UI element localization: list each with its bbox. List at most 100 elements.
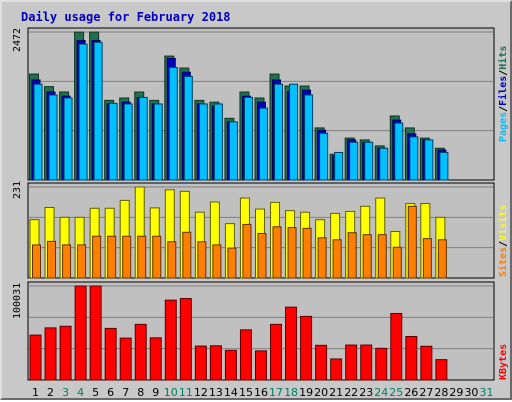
- bar-kbytes: [89, 285, 102, 381]
- x-tick-labels: 1 2 3 4 5 6 7 8 9 10 11 12 13 14 15 16 17 18 19 20 21 22 23 24 2…: [32, 386, 493, 399]
- bar-kbytes: [254, 350, 267, 381]
- series-label-sites: Sites: [497, 247, 509, 277]
- x-tick-label: 28: [434, 386, 448, 399]
- bar-pages: [78, 43, 88, 181]
- bar-sites: [212, 244, 222, 279]
- x-tick-label: 24: [374, 386, 388, 399]
- bar-kbytes: [405, 335, 418, 381]
- bar-kbytes: [59, 325, 72, 381]
- x-tick-label: 18: [284, 386, 298, 399]
- bar-kbytes: [360, 344, 373, 381]
- bar-kbytes: [420, 345, 433, 381]
- x-tick-label: 30: [464, 386, 478, 399]
- bar-kbytes: [270, 323, 283, 381]
- bar-sites: [392, 246, 402, 279]
- x-tick-label: 15: [239, 386, 253, 399]
- x-tick-label: 5: [92, 386, 99, 399]
- series-label-pages: Pages: [498, 112, 509, 142]
- bar-sites: [317, 237, 327, 279]
- bar-sites: [107, 235, 117, 279]
- bar-kbytes: [315, 344, 328, 381]
- bar-pages: [424, 139, 434, 181]
- bar-sites: [122, 235, 132, 279]
- bar-sites: [422, 238, 432, 279]
- axis-labels: 2472 231 100031: [12, 28, 23, 319]
- x-tick-label: 12: [194, 386, 208, 399]
- bar-pages: [123, 103, 133, 181]
- bar-sites: [242, 223, 252, 279]
- bar-pages: [334, 151, 344, 181]
- bar-kbytes: [74, 285, 87, 381]
- bar-kbytes: [134, 323, 147, 381]
- bar-pages: [289, 83, 299, 181]
- y-axis-max-label: 2472: [12, 28, 23, 52]
- x-tick-label: 9: [152, 386, 159, 399]
- bar-pages: [228, 121, 238, 181]
- bar-sites: [167, 241, 177, 279]
- x-tick-label: 8: [137, 386, 144, 399]
- bar-pages: [198, 103, 208, 181]
- x-tick-label: 31: [479, 386, 493, 399]
- x-tick-label: 19: [299, 386, 313, 399]
- bar-pages: [183, 75, 193, 181]
- bar-kbytes: [285, 306, 298, 381]
- x-tick-label: 3: [62, 386, 69, 399]
- bar-kbytes: [224, 349, 237, 381]
- x-tick-label: 1: [32, 386, 39, 399]
- bar-sites: [302, 227, 312, 279]
- series-label-files: Files: [497, 76, 509, 106]
- bar-kbytes: [209, 345, 222, 381]
- bar-kbytes: [345, 344, 358, 381]
- bar-pages: [379, 147, 389, 181]
- bar-pages: [364, 141, 374, 181]
- bar-kbytes: [149, 337, 162, 381]
- bar-sites: [152, 235, 162, 279]
- x-tick-label: 16: [254, 386, 268, 399]
- y-axis-max-label: 100031: [12, 283, 23, 319]
- bar-pages: [168, 66, 178, 181]
- bar-kbytes: [375, 347, 388, 381]
- bars: [29, 31, 449, 381]
- x-tick-label: 23: [359, 386, 373, 399]
- bar-pages: [93, 41, 103, 181]
- bar-pages: [439, 151, 449, 181]
- x-tick-label: 21: [329, 386, 343, 399]
- bar-kbytes: [330, 358, 343, 381]
- bar-pages: [394, 122, 404, 181]
- bar-sites: [332, 239, 342, 279]
- x-tick-label: 10: [164, 386, 178, 399]
- bar-pages: [33, 83, 43, 181]
- bar-kbytes: [239, 329, 252, 381]
- x-tick-label: 26: [404, 386, 418, 399]
- x-tick-label: 4: [77, 386, 84, 399]
- bar-pages: [258, 107, 268, 181]
- bar-pages: [153, 103, 163, 181]
- bar-sites: [92, 235, 102, 279]
- bar-sites: [227, 247, 237, 279]
- bar-pages: [304, 94, 314, 181]
- bar-pages: [319, 132, 329, 181]
- bar-kbytes: [104, 327, 117, 381]
- x-tick-label: 7: [122, 386, 129, 399]
- series-label-separator: /: [498, 106, 509, 112]
- bar-sites: [77, 244, 87, 279]
- bar-sites: [272, 226, 282, 279]
- bar-sites: [47, 240, 57, 279]
- series-label-group-bottom: KBytes: [498, 344, 509, 380]
- bar-kbytes: [119, 337, 132, 381]
- x-tick-label: 25: [389, 386, 403, 399]
- bar-sites: [437, 239, 447, 279]
- bar-kbytes: [164, 299, 177, 381]
- bar-sites: [257, 232, 267, 279]
- bar-pages: [108, 102, 118, 181]
- bar-kbytes: [390, 312, 403, 381]
- bar-pages: [409, 136, 419, 181]
- y-axis-max-label: 231: [12, 181, 23, 199]
- bar-pages: [63, 97, 73, 181]
- series-label-hits: Hits: [497, 46, 509, 70]
- bar-sites: [407, 205, 417, 279]
- bar-sites: [62, 244, 72, 279]
- bar-sites: [377, 234, 387, 279]
